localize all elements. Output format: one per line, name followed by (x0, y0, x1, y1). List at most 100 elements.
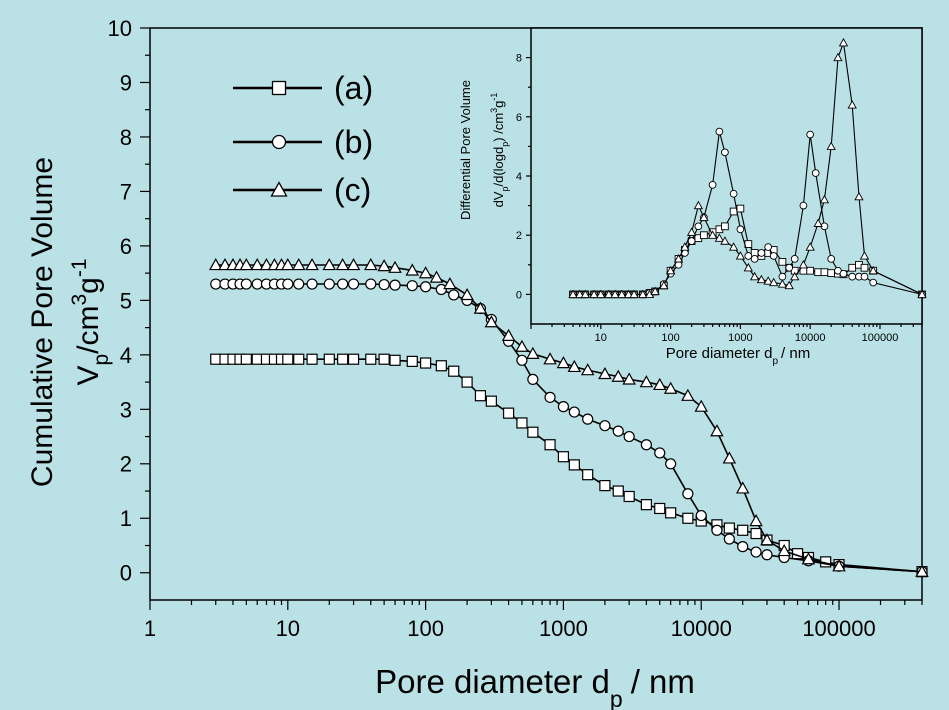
main-point-b (711, 524, 723, 536)
inset-point-a (820, 268, 829, 277)
main-x-tick-label: 1 (144, 616, 156, 641)
inset-y-tick-label: 4 (516, 171, 522, 183)
main-point-a (723, 522, 735, 534)
inset-point-b (764, 243, 773, 251)
main-point-a (750, 527, 762, 540)
inset-y-tick-label: 2 (516, 230, 522, 242)
main-point-a (485, 395, 497, 407)
inset-point-b (744, 252, 753, 260)
main-point-c (567, 359, 582, 373)
main-point-c (239, 257, 254, 271)
inset-point-c (833, 52, 843, 62)
main-x-tick-label: 1000 (539, 616, 588, 641)
main-point-a (654, 502, 666, 515)
main-x-tick-label: 100000 (802, 616, 875, 641)
main-y-tick-label: 4 (120, 343, 132, 368)
main-point-c (694, 399, 708, 412)
main-point-a (474, 390, 487, 402)
main-point-b (640, 439, 652, 451)
inset-point-c (728, 242, 739, 251)
main-point-a (282, 353, 294, 365)
main-point-a (251, 353, 263, 365)
inset-point-b (860, 272, 869, 281)
main-y-tick-label: 5 (120, 288, 132, 313)
inset-point-c (707, 230, 718, 239)
inset-point-b (869, 278, 878, 287)
main-point-a (293, 353, 305, 365)
inset-series-b (569, 127, 926, 299)
main-point-c (749, 514, 763, 527)
inset-y-tick-label: 6 (516, 112, 522, 124)
inset-point-c (813, 218, 823, 227)
inset-point-c (617, 289, 627, 298)
main-point-b (737, 541, 749, 553)
inset-point-c (859, 251, 870, 260)
legend-item-c: (c) (233, 172, 371, 208)
inset-x-axis-title: Pore diameter dp / nm (666, 345, 810, 367)
main-x-axis-title: Pore diameter dp / nm (375, 663, 695, 710)
inset-series-group (568, 37, 927, 299)
main-point-c (735, 481, 750, 494)
inset-point-b (694, 222, 703, 231)
main-point-c (335, 257, 350, 271)
inset-point-b (799, 201, 808, 210)
inset-y-tick-label: 8 (516, 53, 522, 65)
inset-plot: 10 100 1000 10000 100000 0 2 4 6 8 Pore diameter… (458, 27, 927, 367)
inset-point-b (769, 252, 778, 260)
inset-point-a (700, 231, 708, 240)
main-point-c (639, 375, 654, 388)
main-point-a (337, 353, 349, 365)
main-y-axis-units: Vp/cm3g-1 (68, 258, 113, 385)
main-point-c (291, 257, 306, 271)
main-point-a (599, 480, 611, 492)
inset-point-c (610, 289, 620, 298)
main-point-c (663, 381, 678, 394)
inset-point-b (778, 272, 787, 281)
main-series-group (208, 257, 929, 578)
main-point-a (406, 355, 418, 367)
inset-point-c (629, 289, 639, 298)
main-point-c (388, 260, 402, 273)
inset-point-b (827, 255, 836, 263)
main-y-axis-title-line2: Vp/cm3g-1 (68, 258, 113, 385)
main-point-b (293, 278, 305, 290)
main-point-c (405, 263, 420, 276)
inset-point-a (860, 263, 869, 272)
main-point-c (832, 559, 846, 572)
inset-y-axis-title: Differential Pore Volume (458, 80, 473, 220)
inset-point-c (743, 262, 754, 272)
inset-y-axis-title-line2: dVp/d(logdp) /cm3g-1 (489, 93, 510, 208)
inset-point-b (811, 169, 820, 177)
inset-point-c (699, 212, 709, 222)
main-point-b (306, 278, 318, 290)
main-point-a (389, 354, 401, 366)
main-point-c (250, 257, 265, 271)
inset-x-tick-label: 100000 (862, 332, 899, 344)
main-y-tick-label: 1 (120, 506, 132, 531)
inset-x-tick-label: 100 (661, 332, 679, 344)
main-point-a (557, 451, 570, 463)
main-point-c (322, 257, 337, 271)
main-y-tick-label: 8 (120, 125, 132, 150)
main-point-a (516, 417, 528, 429)
inset-point-c (693, 200, 704, 210)
main-y-tick-label: 10 (108, 16, 132, 41)
legend-item-a: (a) (233, 70, 373, 106)
inset-point-c (826, 141, 836, 150)
main-point-a (582, 469, 594, 481)
inset-point-a (806, 266, 815, 275)
main-y-tick-label: 2 (120, 452, 132, 477)
main-y-axis-title: Cumulative Pore Volume (26, 157, 59, 487)
inset-point-c (659, 280, 669, 290)
main-point-b (623, 430, 635, 443)
inset-point-c (847, 100, 857, 109)
main-point-b (723, 533, 735, 545)
main-x-axis: 1 10 100 1000 10000 100000 (144, 600, 923, 641)
inset-point-a (736, 204, 745, 213)
main-point-a (420, 357, 432, 369)
inset-point-b (721, 148, 729, 157)
inset-point-b (687, 237, 696, 245)
main-point-b (599, 420, 611, 432)
